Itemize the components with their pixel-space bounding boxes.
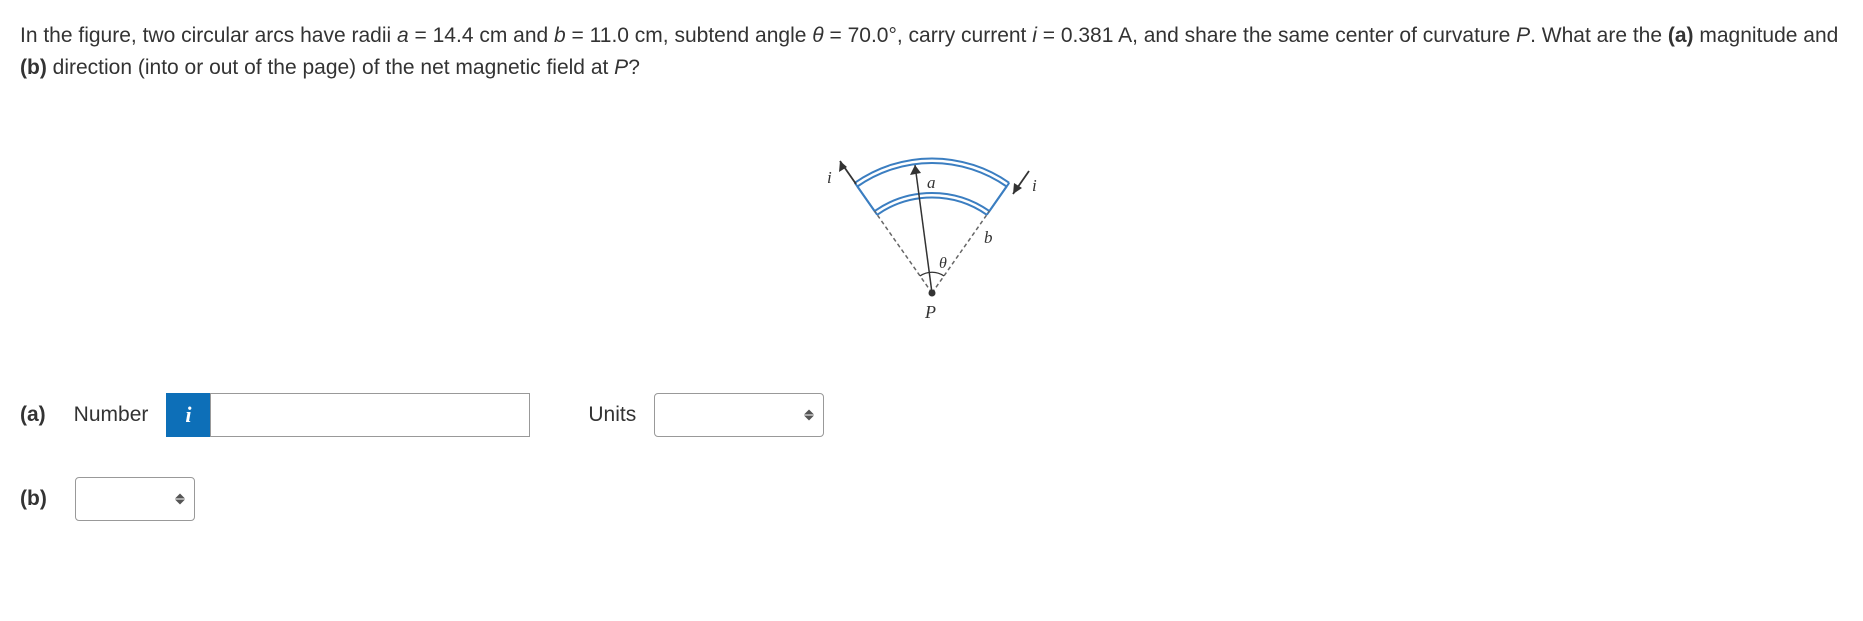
figure-svg: a b θ P i i [782,113,1082,333]
text: = 14.4 cm and [409,24,554,47]
text: = 11.0 cm, subtend angle [566,24,813,47]
number-input-a[interactable] [210,393,530,437]
inner-arc [874,193,989,211]
units-select-a[interactable] [654,393,824,437]
text: . What are the [1530,24,1668,47]
label-i-left: i [827,168,832,187]
dash-right [932,211,989,293]
text: = 0.381 A, and share the same center of … [1037,24,1516,47]
label-a: a [927,173,936,192]
answer-row-b: (b) [20,477,1843,521]
figure-container: a b θ P i i [20,113,1843,333]
direction-select-b[interactable] [75,477,195,521]
label-p: P [924,302,936,322]
var-b: b [554,24,566,47]
var-theta: θ [812,24,823,47]
part-b-inline: (b) [20,56,47,79]
info-icon[interactable]: i [166,393,210,437]
text: In the figure, two circular arcs have ra… [20,24,397,47]
text: = 70.0°, carry current [824,24,1033,47]
i-right-arrowhead [1013,183,1022,194]
part-b-label: (b) [20,487,47,511]
problem-statement: In the figure, two circular arcs have ra… [20,20,1843,83]
text: magnitude and [1694,24,1839,47]
part-a-label: (a) [20,403,46,427]
label-i-right: i [1032,176,1037,195]
number-label: Number [74,403,149,427]
var-p2: P [614,56,628,79]
text: ? [628,56,640,79]
label-theta: θ [939,255,947,272]
left-radial-2 [854,183,876,215]
var-a: a [397,24,409,47]
answer-row-a: (a) Number i Units [20,393,1843,437]
right-radial-2 [986,183,1008,215]
theta-arc [920,272,944,276]
units-label: Units [588,403,636,427]
label-b: b [984,228,993,247]
radius-a-arrowhead [910,165,921,175]
text: direction (into or out of the page) of t… [47,56,614,79]
part-a-inline: (a) [1668,24,1694,47]
point-p [928,290,935,297]
var-p: P [1516,24,1530,47]
